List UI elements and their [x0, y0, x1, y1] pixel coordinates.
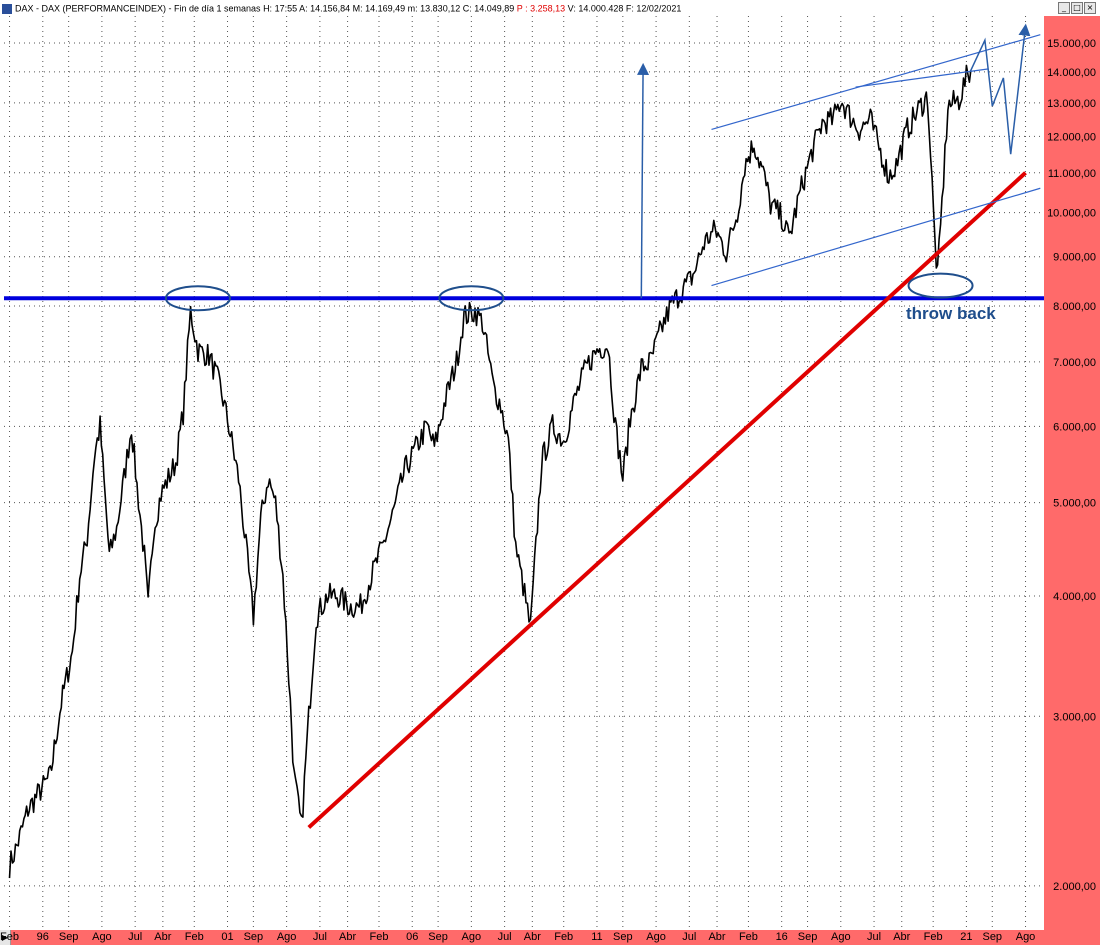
y-tick-label: 10.000,00 [1047, 208, 1096, 220]
x-tick-label: Sep [613, 931, 633, 943]
x-tick-label: Ago [1015, 931, 1036, 943]
y-tick-label: 11.000,00 [1048, 168, 1096, 180]
y-tick-label: 6.000,00 [1053, 421, 1096, 433]
performance-text: P : 3.258,13 [516, 3, 566, 14]
maximize-icon[interactable]: □ [1071, 2, 1083, 14]
y-tick-label: 5.000,00 [1053, 498, 1096, 510]
time-axis-bar: ▶ Feb 96 Sep Ago Jul Abr Feb 01 Sep Ago Jul Abr Feb 0… [0, 930, 1100, 945]
y-tick-label: 15.000,00 [1047, 38, 1096, 50]
y-tick-label: 4.000,00 [1053, 591, 1096, 603]
x-tick-label: 16 [775, 931, 788, 943]
x-tick-label: Ago [461, 931, 482, 943]
x-tick-label: Ago [831, 931, 851, 943]
x-tick-label: 96 [36, 931, 49, 943]
x-tick-label: Jul [128, 931, 143, 943]
x-tick-label: Feb [738, 931, 758, 943]
trend-line [307, 171, 1027, 829]
y-tick-label: 2.000,00 [1053, 881, 1096, 893]
x-tick-label: Sep [982, 931, 1003, 943]
volume-date-text: V: 14.000.428 F: 12/02/2021 [567, 3, 682, 14]
x-tick-label: Feb [923, 931, 943, 943]
y-axis-background [1044, 16, 1100, 930]
x-tick-label: Sep [243, 931, 264, 943]
title-text: DAX - DAX (PERFORMANCEINDEX) - Fin de dí… [15, 3, 515, 14]
x-tick-label: Feb [0, 931, 20, 943]
x-tick-label: Jul [682, 931, 697, 943]
x-tick-label: 01 [221, 931, 234, 943]
x-tick-label: Feb [369, 931, 389, 943]
channel-upper-line [711, 34, 1041, 131]
x-tick-label: Feb [184, 931, 204, 943]
x-tick-label: Abr [893, 931, 911, 943]
x-tick-label: Sep [797, 931, 818, 943]
highlight-ellipse [438, 285, 505, 312]
y-tick-label: 14.000,00 [1047, 67, 1096, 79]
x-tick-label: Jul [497, 931, 512, 943]
x-tick-label: Ago [646, 931, 666, 943]
minimize-icon[interactable]: _ [1058, 2, 1070, 14]
x-tick-label: Ago [92, 931, 112, 943]
x-tick-label: Sep [428, 931, 448, 943]
projection-arrow [969, 23, 1031, 155]
x-tick-label: 06 [406, 931, 419, 943]
x-tick-label: Jul [312, 931, 327, 943]
chart-app-icon [2, 3, 12, 14]
y-tick-label: 3.000,00 [1053, 711, 1096, 723]
x-tick-label: 11 [591, 931, 603, 943]
x-tick-label: Abr [523, 931, 541, 943]
channel-inner-line [855, 68, 989, 88]
projection-arrow [637, 62, 650, 299]
price-line [8, 64, 972, 879]
x-tick-label: 21 [960, 931, 973, 943]
scroll-left-icon[interactable]: ▶ [0, 930, 11, 945]
x-tick-label: Abr [339, 931, 357, 943]
window-controls: _ □ × [1058, 2, 1096, 14]
x-tick-label: Abr [154, 931, 172, 943]
y-tick-label: 8.000,00 [1053, 301, 1096, 313]
highlight-ellipse [907, 272, 974, 299]
price-chart[interactable]: 2.000,00 3.000,00 4.000,00 5.000,00 6.000,00… [0, 16, 1100, 930]
throw-back-annotation: throw back [906, 304, 996, 323]
y-tick-label: 9.000,00 [1053, 252, 1096, 264]
y-tick-label: 13.000,00 [1047, 98, 1096, 110]
channel-lower-line [711, 187, 1041, 287]
x-tick-label: Abr [708, 931, 726, 943]
close-icon[interactable]: × [1084, 2, 1096, 14]
window-titlebar: DAX - DAX (PERFORMANCEINDEX) - Fin de dí… [0, 0, 1100, 16]
x-tick-label: Feb [554, 931, 574, 943]
y-tick-label: 12.000,00 [1047, 131, 1096, 143]
x-tick-label: Sep [58, 931, 79, 943]
x-tick-label: Ago [276, 931, 297, 943]
highlight-ellipse [164, 285, 231, 312]
x-tick-label: Jul [867, 931, 882, 943]
y-tick-label: 7.000,00 [1053, 357, 1096, 369]
